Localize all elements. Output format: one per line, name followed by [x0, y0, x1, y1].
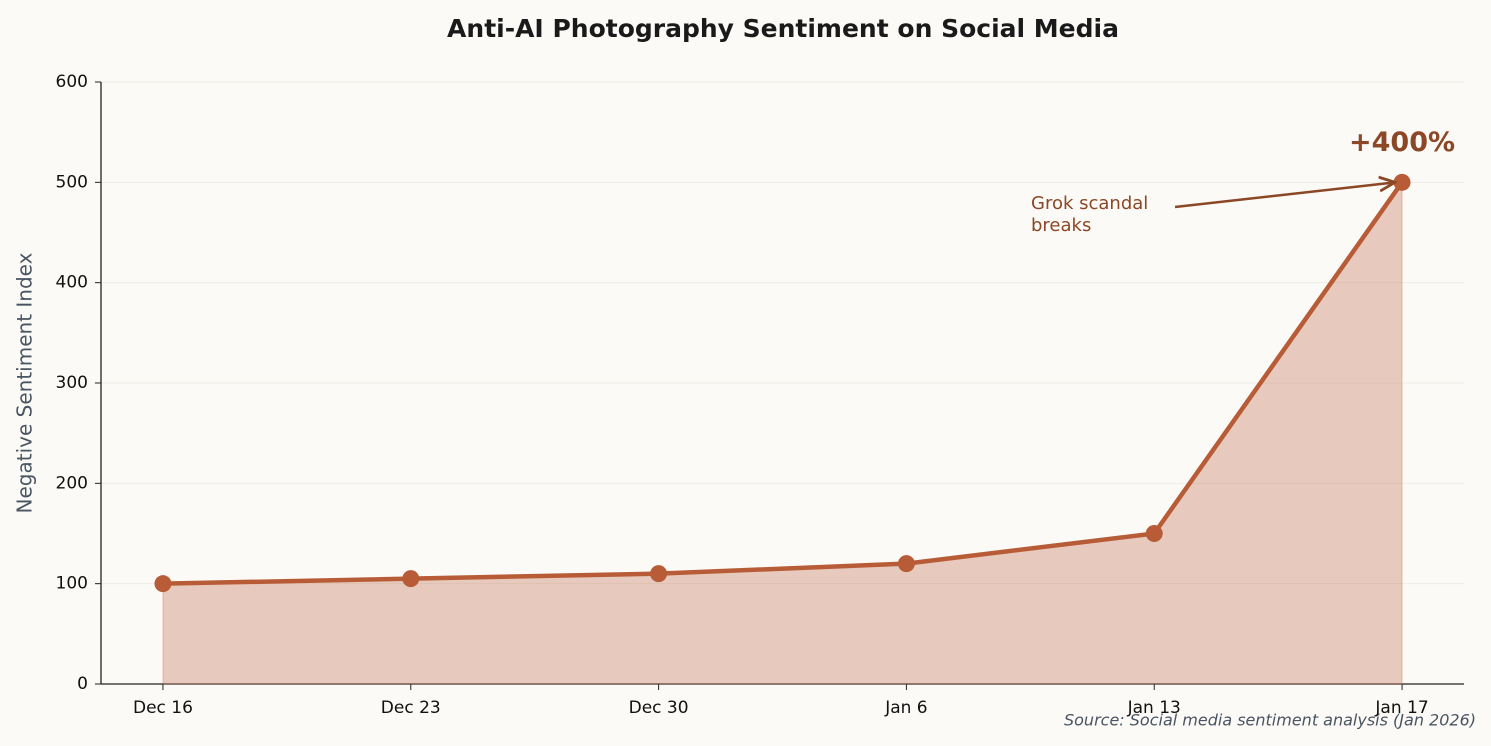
point: [897, 555, 915, 573]
line: [162, 181, 1404, 586]
y-tick-label: 100: [56, 574, 88, 594]
x-tick-label: Jan 13: [1127, 698, 1181, 718]
point: [1393, 173, 1411, 191]
chart-title: Anti-AI Photography Sentiment on Social …: [447, 14, 1119, 43]
x-tick-label: Dec 16: [133, 698, 193, 718]
y-axis-label: Negative Sentiment Index: [13, 252, 37, 513]
point: [154, 575, 172, 593]
y-tick-label: 500: [56, 172, 88, 192]
y-tick-label: 600: [56, 72, 88, 92]
x-tick-label: Dec 30: [629, 698, 689, 718]
x-tick-label: Jan 6: [884, 698, 927, 718]
annotation: Grok scandal: [1031, 193, 1148, 214]
point: [1145, 525, 1163, 542]
y-tick-label: 400: [56, 273, 88, 293]
annotation: breaks: [1031, 215, 1091, 236]
y-tick-label: 0: [77, 674, 88, 694]
source-note: Source: Social media sentiment analysis …: [1064, 711, 1476, 730]
y-tick-label: 300: [56, 373, 88, 393]
y-tick-label: 200: [56, 473, 88, 493]
point: [402, 570, 420, 588]
x-tick-label: Dec 23: [381, 698, 441, 718]
annotation: +400%: [1349, 127, 1455, 158]
annotation-arrow: [1174, 182, 1395, 209]
x-tick-label: Jan 17: [1374, 698, 1428, 718]
point: [650, 565, 668, 583]
